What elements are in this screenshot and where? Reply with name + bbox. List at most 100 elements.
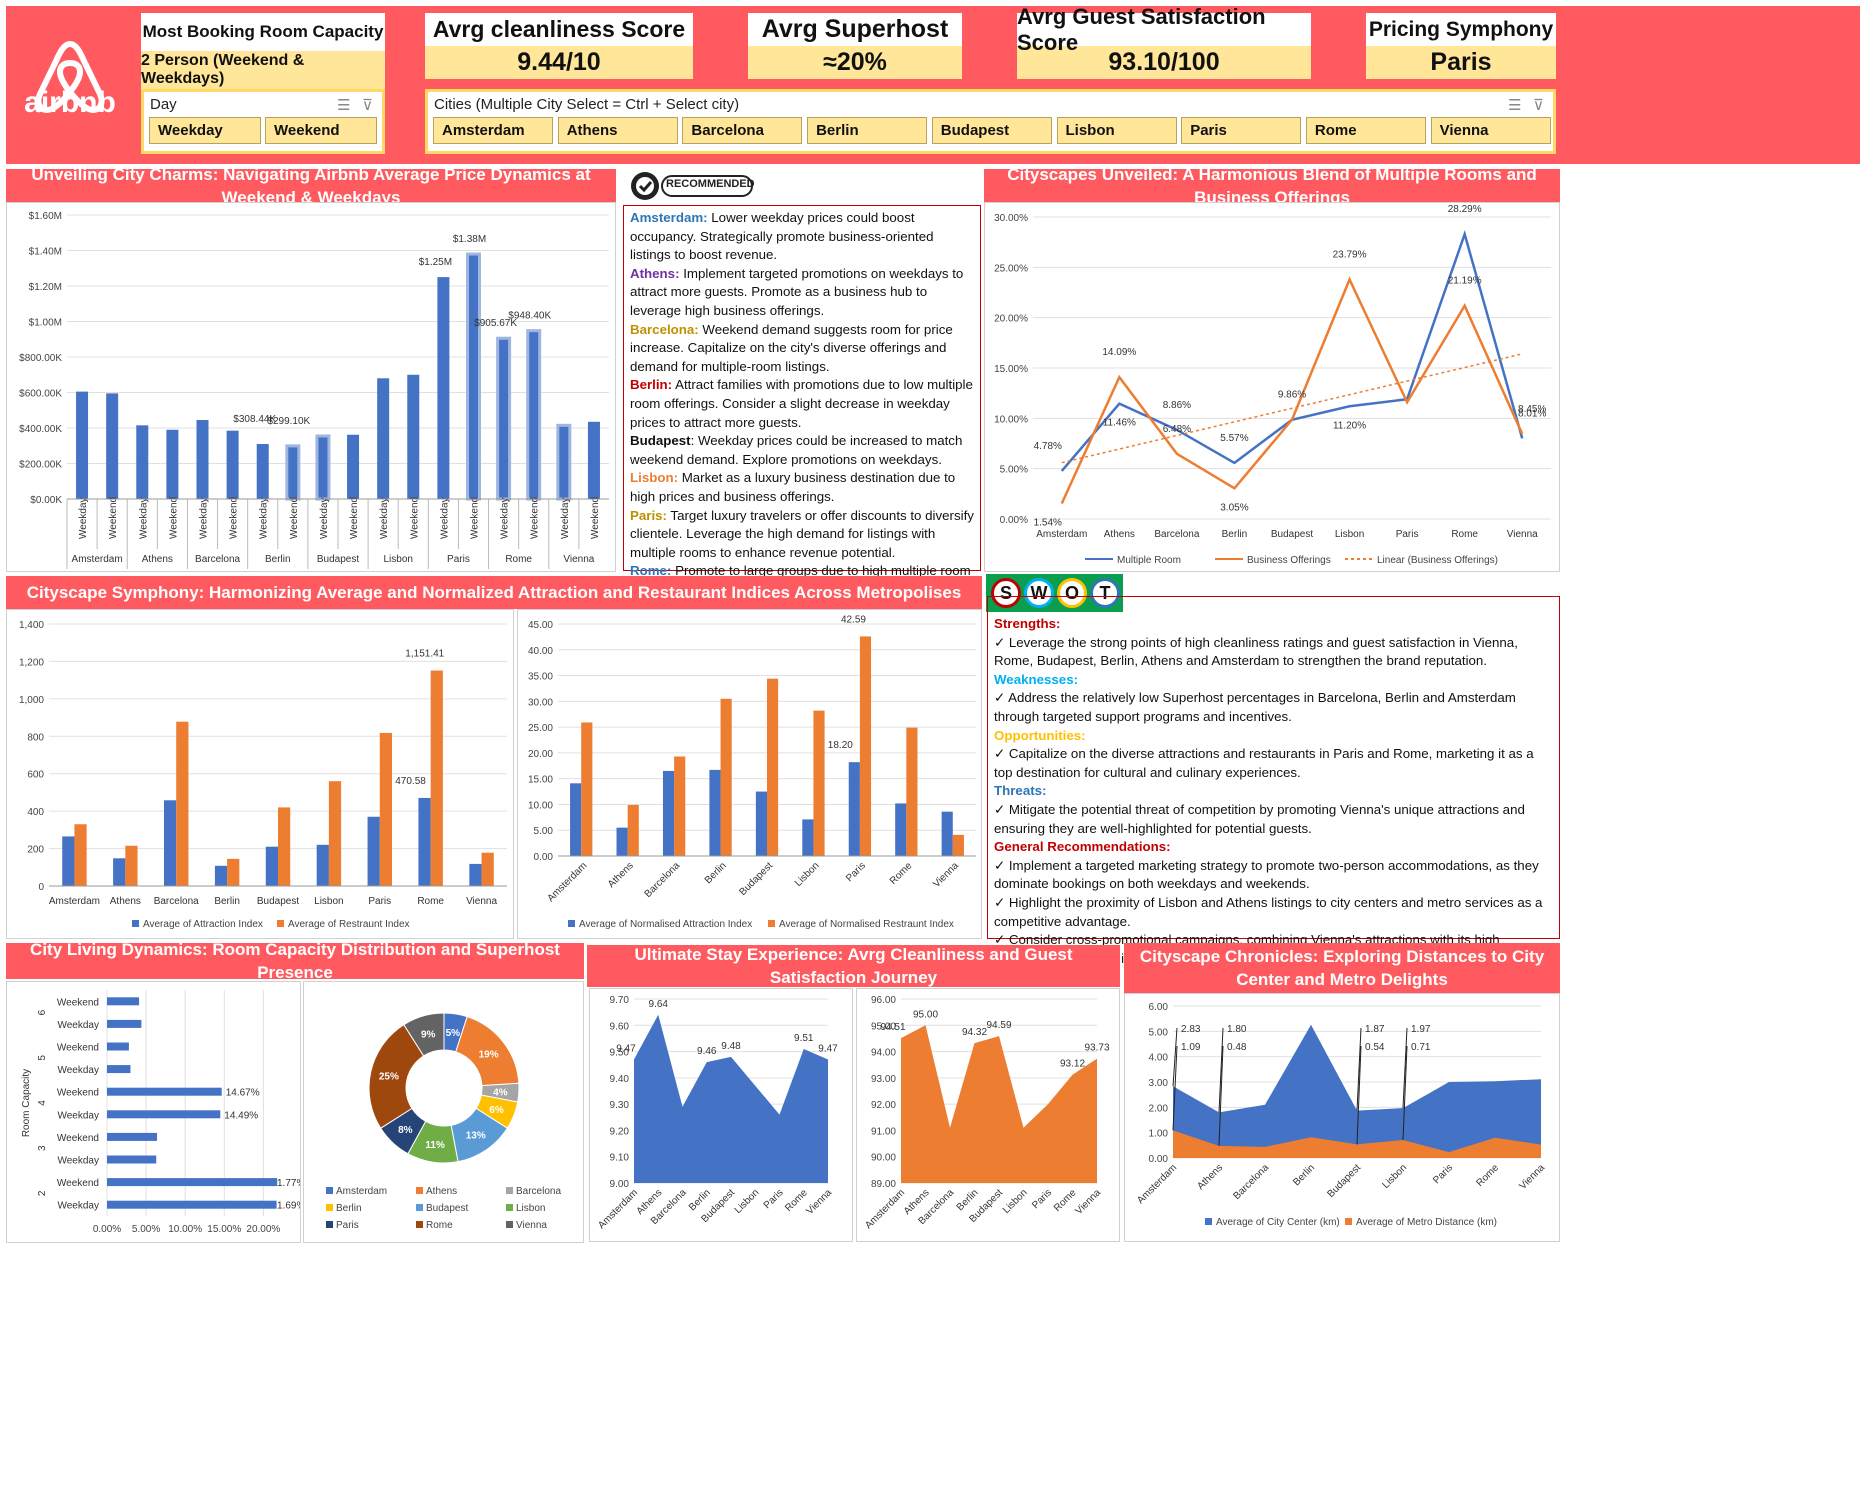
legend-swatch <box>1345 1218 1352 1225</box>
area-fill <box>1173 1024 1541 1158</box>
legend-swatch <box>506 1204 513 1211</box>
clear-filter-icon[interactable]: ⊽ <box>1533 97 1544 114</box>
y-tick-label: Weekend <box>57 1088 99 1099</box>
data-label: 1,151.41 <box>405 649 444 660</box>
swot-letter: O <box>1057 578 1087 608</box>
leader-line <box>1356 1045 1362 1145</box>
donut-slice <box>403 1012 445 1057</box>
leader-line <box>1218 1027 1224 1113</box>
data-label: 8.86% <box>1163 400 1191 411</box>
recommendation-text: Weekend demand suggests room for price i… <box>630 321 953 374</box>
y-tick-label: 0 <box>38 882 44 893</box>
clear-filter-icon[interactable]: ⊽ <box>362 97 373 114</box>
x-tick-label: Paris <box>368 896 391 907</box>
legend-label: Average of City Center (km) <box>1216 1217 1340 1228</box>
slicer-item-city[interactable]: Lisbon <box>1056 117 1177 144</box>
slicer-item-weekday[interactable]: Weekday <box>149 117 261 144</box>
recommendation-text: Attract families with promotions due to … <box>630 377 973 430</box>
bar <box>107 1019 142 1028</box>
data-label: 9.47 <box>616 1043 636 1054</box>
x-tick-label: Amsterdam <box>1135 1162 1179 1206</box>
day-slicer: Day ☰ ⊽ Weekday Weekend <box>141 89 385 154</box>
y-tick-label: 600 <box>27 770 44 781</box>
data-label: 9.64 <box>649 999 669 1010</box>
distance-chart-card: 0.00 1.00 2.00 3.00 4.00 5.00 6.00 Amsterdam Ath… <box>1124 993 1560 1242</box>
bar <box>106 393 119 499</box>
swot-letter: T <box>1090 578 1120 608</box>
city-donut-chart: 5% 19% 4% 6% 13% 11% 8% 25% 9% Amsterdam Athens Bar… <box>326 1012 561 1231</box>
group-label: Lisbon <box>383 554 412 565</box>
data-label: 9.47 <box>818 1043 838 1054</box>
data-label: 6.48% <box>1163 424 1191 435</box>
x-tick-label: Berlin <box>1222 529 1248 540</box>
bar <box>481 852 494 886</box>
slicer-item-city[interactable]: Vienna <box>1430 117 1551 144</box>
y-tick-label: 1,400 <box>19 620 44 631</box>
group-label: Paris <box>447 554 470 565</box>
bar <box>107 997 140 1006</box>
slicer-item-city[interactable]: Rome <box>1305 117 1426 144</box>
y-tick-label: $800.00K <box>19 353 62 364</box>
y-tick-label: 400 <box>27 807 44 818</box>
slicer-item-city[interactable]: Paris <box>1181 117 1302 144</box>
multi-select-icon[interactable]: ☰ <box>1508 97 1522 114</box>
data-label: 1.54% <box>1034 517 1062 528</box>
bar <box>107 1132 158 1141</box>
kpi-label: Avrg cleanliness Score <box>432 16 686 42</box>
y-tick-label: 15.00 <box>528 775 553 786</box>
living-panel-title: City Living Dynamics: Room Capacity Dist… <box>6 940 584 982</box>
data-label: 21.19% <box>1448 276 1482 287</box>
slicer-item-city[interactable]: Budapest <box>931 117 1052 144</box>
x-tick-label: Barcelona <box>643 860 683 900</box>
y-tick-label: 0.00% <box>1000 515 1028 526</box>
legend-label: Paris <box>336 1220 359 1231</box>
airbnb-logo <box>20 28 120 128</box>
data-label: 14.67% <box>226 1088 260 1099</box>
kpi-label: Most Booking Room Capacity <box>142 22 384 41</box>
data-label: 23.79% <box>1333 250 1367 261</box>
y-tick-label: 5.00% <box>1000 465 1028 476</box>
data-label: 9.48 <box>721 1041 741 1052</box>
data-label: 0.48 <box>1227 1042 1247 1053</box>
bar <box>226 430 239 499</box>
slicer-item-city[interactable]: Athens <box>557 117 678 144</box>
bar <box>379 732 392 886</box>
x-tick-label: Weekday <box>560 497 571 539</box>
x-tick-label: Budapest <box>737 860 775 898</box>
data-label: 18.20 <box>828 740 853 751</box>
slicer-item-city[interactable]: Berlin <box>807 117 928 144</box>
bar <box>107 1110 221 1119</box>
legend-swatch <box>506 1187 513 1194</box>
bar <box>709 769 721 856</box>
legend-swatch <box>416 1187 423 1194</box>
kpi-value: 2 Person (Weekend & Weekdays) <box>141 51 385 89</box>
price-chart-card: $0.00K $200.00K $400.00K $600.00K $800.00K $1… <box>6 202 616 572</box>
slicer-item-city[interactable]: Amsterdam <box>433 117 553 144</box>
y-tick-label: 90.00 <box>871 1153 896 1164</box>
bar <box>720 698 732 856</box>
bar <box>107 1087 222 1096</box>
bar <box>196 420 209 499</box>
y-tick-label: 5.00 <box>534 826 554 837</box>
group-label: 4 <box>37 1100 48 1106</box>
slicer-item-weekend[interactable]: Weekend <box>265 117 377 144</box>
recommended-badge: RECOMMENDED <box>628 170 758 202</box>
capacity-chart: 0.00% 5.00% 10.00% 15.00% 20.00% Weekend Weekd… <box>21 990 305 1235</box>
y-tick-label: 9.30 <box>610 1100 630 1111</box>
x-tick-label: Weekend <box>108 497 119 539</box>
y-tick-label: Weekday <box>57 1110 99 1121</box>
y-tick-label: Weekend <box>57 1133 99 1144</box>
price-panel-title: Unveiling City Charms: Navigating Airbnb… <box>6 165 616 207</box>
rooms-chart: 0.00% 5.00% 10.00% 15.00% 20.00% 25.00% 30.00%… <box>994 204 1551 566</box>
kpi-value: 9.44/10 <box>425 46 693 79</box>
multi-select-icon[interactable]: ☰ <box>337 97 351 114</box>
bar <box>952 834 964 856</box>
y-tick-label: 0.00 <box>534 852 554 863</box>
x-tick-label: Barcelona <box>1232 1162 1272 1202</box>
legend-label: Average of Metro Distance (km) <box>1356 1217 1497 1228</box>
x-tick-label: Athens <box>110 896 141 907</box>
slicer-item-city[interactable]: Barcelona <box>682 117 803 144</box>
group-label: Amsterdam <box>72 554 123 565</box>
y-tick-label: 91.00 <box>871 1126 896 1137</box>
bar <box>107 1200 277 1209</box>
